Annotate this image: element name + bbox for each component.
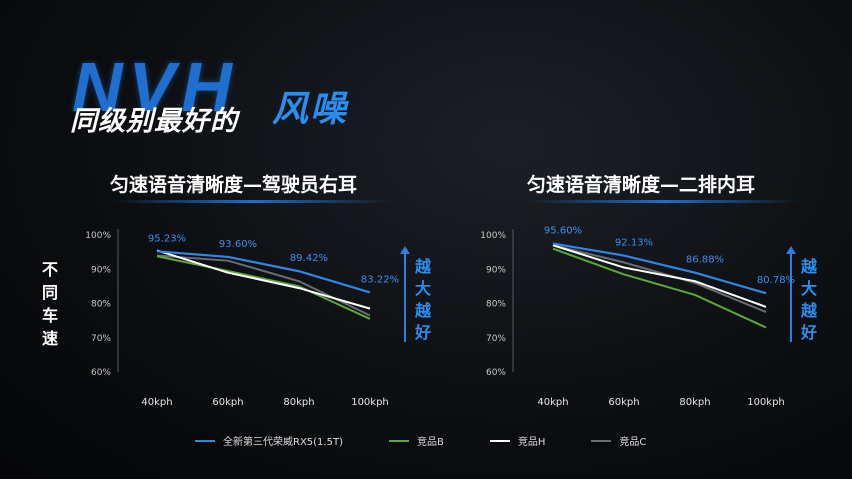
annotation-left: 越大越好 bbox=[414, 257, 431, 342]
legend-item-rx5: 全新第三代荣威RX5(1.5T) bbox=[195, 433, 343, 448]
y-tick-label: 70% bbox=[91, 334, 111, 344]
series-line-1 bbox=[552, 247, 767, 329]
y-tick-label: 80% bbox=[486, 300, 506, 310]
legend-swatch bbox=[489, 439, 510, 442]
arrow-shaft-left bbox=[404, 252, 406, 342]
hero-accent-text: 风噪 bbox=[272, 89, 349, 130]
y-tick-label: 100% bbox=[85, 231, 111, 241]
legend-item-b: 竞品B bbox=[388, 433, 444, 448]
data-label: 93.60% bbox=[219, 239, 257, 250]
x-tick-label: 40kph bbox=[141, 397, 172, 408]
legend-item-c: 竞品C bbox=[591, 433, 646, 448]
x-tick-label: 60kph bbox=[608, 397, 639, 408]
legend-label: 全新第三代荣威RX5(1.5T) bbox=[223, 437, 343, 448]
annotation-right: 越大越好 bbox=[800, 257, 817, 342]
data-label: 86.88% bbox=[686, 255, 724, 266]
data-label: 80.78% bbox=[757, 275, 795, 286]
chart-title-left: 匀速语音清晰度—驾驶员右耳 bbox=[110, 174, 358, 196]
y-tick-label: 90% bbox=[91, 265, 111, 275]
x-tick-label: 60kph bbox=[212, 397, 243, 408]
hero-title-nvh: NVH bbox=[72, 48, 238, 126]
title-underline-right bbox=[529, 200, 799, 203]
y-tick-label: 60% bbox=[91, 368, 111, 378]
series-line-3 bbox=[552, 244, 767, 313]
title-underline-left bbox=[112, 200, 392, 203]
legend-item-h: 竞品H bbox=[489, 433, 546, 448]
y-tick-label: 60% bbox=[486, 368, 506, 378]
hero-subtitle: 同级别最好的 bbox=[70, 106, 238, 137]
legend-swatch bbox=[388, 439, 409, 442]
up-arrow-icon-right bbox=[786, 246, 796, 254]
y-tick-label: 80% bbox=[91, 300, 111, 310]
y-tick-label: 90% bbox=[486, 265, 506, 275]
y-axis-label: 不同车速 bbox=[41, 260, 58, 348]
data-label: 89.42% bbox=[290, 253, 328, 264]
chart-title-right: 匀速语音清晰度—二排内耳 bbox=[527, 174, 756, 196]
data-label: 95.60% bbox=[544, 226, 582, 237]
series-line-2 bbox=[552, 244, 767, 308]
series-line-2 bbox=[156, 249, 371, 310]
legend-label: 竞品H bbox=[517, 437, 546, 448]
series-line-0 bbox=[156, 250, 371, 294]
x-tick-label: 80kph bbox=[283, 397, 314, 408]
x-tick-label: 100kph bbox=[747, 397, 785, 408]
legend: 全新第三代荣威RX5(1.5T) 竞品B 竞品H 竞品C bbox=[195, 433, 646, 448]
y-tick-label: 70% bbox=[486, 334, 506, 344]
legend-swatch bbox=[195, 439, 215, 442]
data-label: 83.22% bbox=[361, 274, 399, 285]
legend-swatch bbox=[591, 439, 612, 442]
series-line-1 bbox=[156, 255, 371, 320]
series-line-0 bbox=[552, 242, 767, 295]
data-label: 95.23% bbox=[148, 233, 186, 244]
x-tick-label: 80kph bbox=[679, 397, 710, 408]
legend-label: 竞品B bbox=[416, 437, 444, 448]
x-tick-label: 40kph bbox=[537, 397, 568, 408]
arrow-shaft-right bbox=[790, 252, 792, 342]
up-arrow-icon-left bbox=[400, 246, 410, 254]
legend-label: 竞品C bbox=[619, 437, 647, 448]
x-tick-label: 100kph bbox=[351, 397, 389, 408]
y-tick-label: 100% bbox=[480, 231, 506, 241]
data-label: 92.13% bbox=[615, 238, 653, 249]
